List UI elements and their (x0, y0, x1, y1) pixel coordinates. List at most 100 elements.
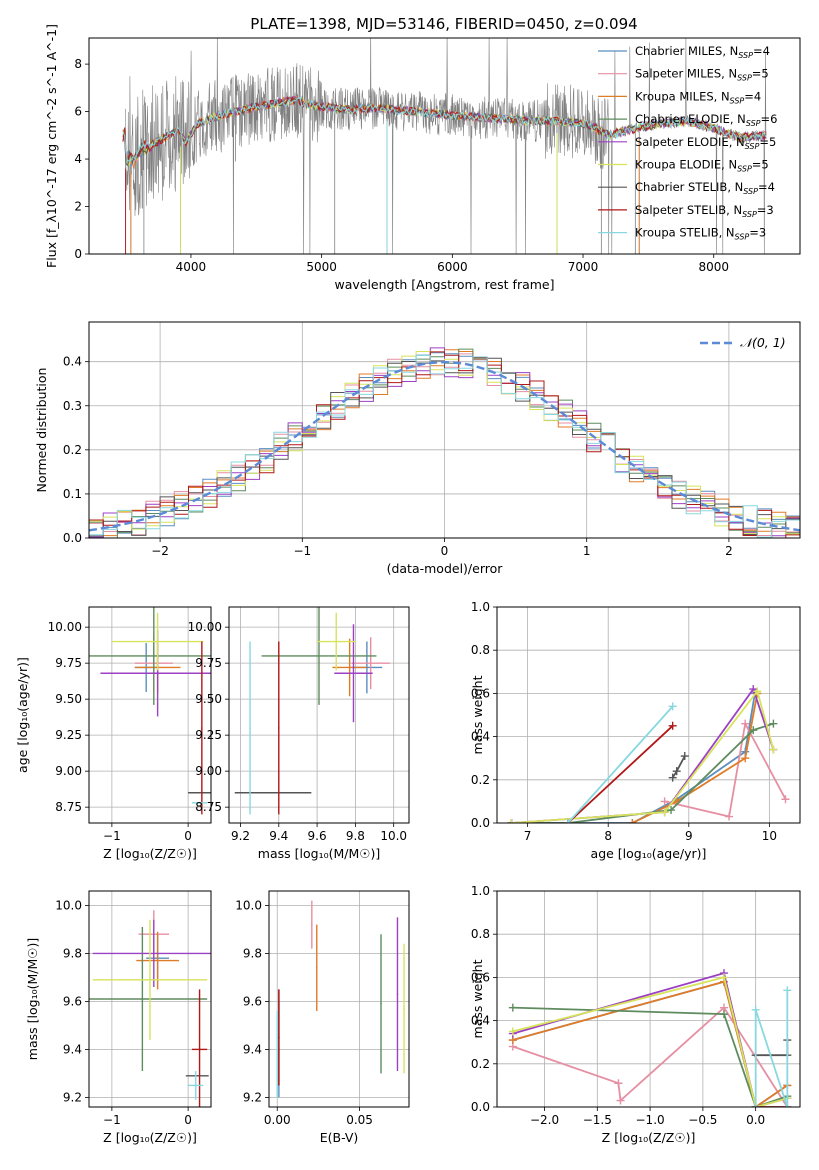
data-point (194, 1084, 197, 1087)
y-axis-label: mass [log₁₀(M/M☉)] (25, 938, 40, 1060)
y-tick-label: 9.50 (55, 692, 82, 706)
y-tick-label: 0.4 (471, 730, 490, 744)
mass-weight-marker (769, 719, 778, 728)
x-axis-label: wavelength [Angstrom, rest frame] (334, 277, 554, 292)
x-tick-label: 0.05 (346, 1113, 373, 1127)
panel-weight-vs-age: 7 8 9 10 0.0 0.2 0.4 0.6 0.8 1.0 age [log₁₀(age/yr… (470, 600, 801, 861)
mass-weight-line (664, 720, 787, 818)
data-point (335, 640, 338, 643)
y-axis-label: Normed distribution (34, 368, 49, 493)
y-tick-label: 9.25 (55, 728, 82, 742)
plot-area-residuals (89, 347, 800, 538)
y-axis-label: Flux [f_λ10^-17 erg cm^-2 s^-1 A^-1] (44, 24, 59, 268)
legend-suffix: =5 (752, 158, 769, 172)
y-tick-label: 8.75 (55, 800, 82, 814)
mass-weight-marker (667, 806, 676, 815)
mass-weight-marker (749, 726, 758, 735)
plot-area-weight-vs-age (507, 685, 790, 823)
y-tick-label: 10.00 (188, 620, 222, 634)
x-tick-label: 8000 (698, 260, 729, 274)
y-tick-label: 1.0 (471, 884, 490, 898)
y-tick-label: 0.2 (63, 443, 82, 457)
x-tick-label: −1 (293, 544, 311, 558)
axes-frame (228, 606, 410, 824)
data-point (315, 967, 318, 969)
plot-area-age-vs-Z (89, 607, 211, 815)
legend-sub: SSP (742, 210, 757, 219)
y-tick-label: 0.2 (471, 1057, 490, 1071)
x-tick-label: 0.0 (746, 1113, 765, 1127)
y-axis-label: mass weight (470, 959, 485, 1038)
x-tick-label: 9.2 (231, 829, 250, 843)
x-tick-label: 10.0 (380, 829, 407, 843)
legend-entry: Salpeter ELODIE, NSSP=5 (635, 135, 776, 151)
y-tick-label: 9.25 (195, 728, 222, 742)
mass-weight-line (512, 976, 788, 1107)
legend-suffix: =4 (753, 44, 770, 58)
x-axis-label: E(B-V) (320, 1130, 359, 1145)
x-tick-label: 8 (604, 829, 612, 843)
legend-entry: Salpeter STELIB, NSSP=3 (635, 203, 774, 219)
data-point (311, 923, 313, 926)
y-axis-label: mass weight (470, 675, 485, 754)
x-axis-label: Z [log₁₀(Z/Z☉)] (602, 1130, 696, 1145)
data-point (396, 993, 399, 995)
mass-weight-marker (680, 752, 689, 761)
mass-weight-marker (769, 745, 778, 754)
legend-label: Kroupa STELIB, N (635, 226, 735, 240)
x-tick-label: −1.5 (583, 1113, 612, 1127)
x-tick-label: 9.6 (308, 829, 327, 843)
data-point (272, 791, 274, 794)
y-tick-label: 0.6 (471, 970, 490, 984)
y-tick-label: 9.00 (55, 764, 82, 778)
axes-frame (268, 890, 410, 1108)
mass-weight-marker (628, 819, 637, 823)
x-axis-label: age [log₁₀(age/yr)] (591, 846, 707, 861)
mass-weight-marker (614, 1079, 623, 1088)
model-fit-line (122, 97, 767, 167)
mass-weight-marker (719, 1010, 728, 1019)
x-tick-label: −0.5 (688, 1113, 717, 1127)
mass-weight-marker (508, 1003, 517, 1012)
residual-histogram-step (89, 357, 800, 537)
mass-weight-marker (668, 773, 677, 782)
x-tick-label: 0 (184, 1113, 192, 1127)
data-point (141, 998, 144, 1000)
mass-weight-marker (753, 687, 762, 696)
mass-weight-marker (660, 797, 669, 806)
y-tick-label: 1.0 (471, 600, 490, 614)
y-tick-label: 9.50 (195, 692, 222, 706)
mass-weight-line (511, 689, 775, 823)
data-point (277, 727, 280, 729)
y-tick-label: 9.75 (195, 656, 222, 670)
mass-weight-line (512, 1006, 788, 1107)
x-tick-label: −1 (103, 829, 121, 843)
x-tick-label: −2 (151, 544, 169, 558)
legend-sub: SSP (746, 119, 761, 128)
y-tick-label: 9.6 (243, 994, 262, 1008)
y-tick-label: 9.4 (243, 1042, 262, 1056)
legend-suffix: =6 (761, 112, 778, 126)
y-axis-label: age [log₁₀(age/yr)] (15, 657, 30, 773)
mass-weight-marker (563, 819, 572, 823)
panel-mass-vs-ebv: 0.00 0.05 9.2 9.4 9.6 9.8 10.0 E(B-V) (235, 890, 410, 1145)
plot-area-age-vs-mass (234, 607, 390, 815)
panel-residuals: −2 −1 0 1 2 0.0 0.1 0.2 0.3 0.4 (data-model)/error… (34, 321, 801, 576)
legend-label: Salpeter STELIB, N (635, 203, 742, 217)
legend-suffix: =3 (749, 226, 766, 240)
data-point (198, 791, 201, 794)
mass-weight-marker (783, 1103, 792, 1107)
model-fit-line (122, 96, 767, 163)
legend-suffix: =4 (758, 180, 775, 194)
data-point (198, 802, 201, 804)
data-point (380, 1003, 382, 1005)
panel-weight-vs-Z: −2.0 −1.5 −1.0 −0.5 0.0 0.0 0.2 0.4 0.6 0.8 1.0 Z [… (470, 884, 801, 1145)
data-point (278, 1036, 280, 1039)
x-tick-label: 7000 (568, 260, 599, 274)
y-tick-label: 0.8 (471, 927, 490, 941)
data-point (156, 672, 159, 675)
mass-weight-marker (672, 767, 681, 776)
mass-weight-marker (719, 973, 728, 982)
x-tick-label: 9.4 (269, 829, 288, 843)
